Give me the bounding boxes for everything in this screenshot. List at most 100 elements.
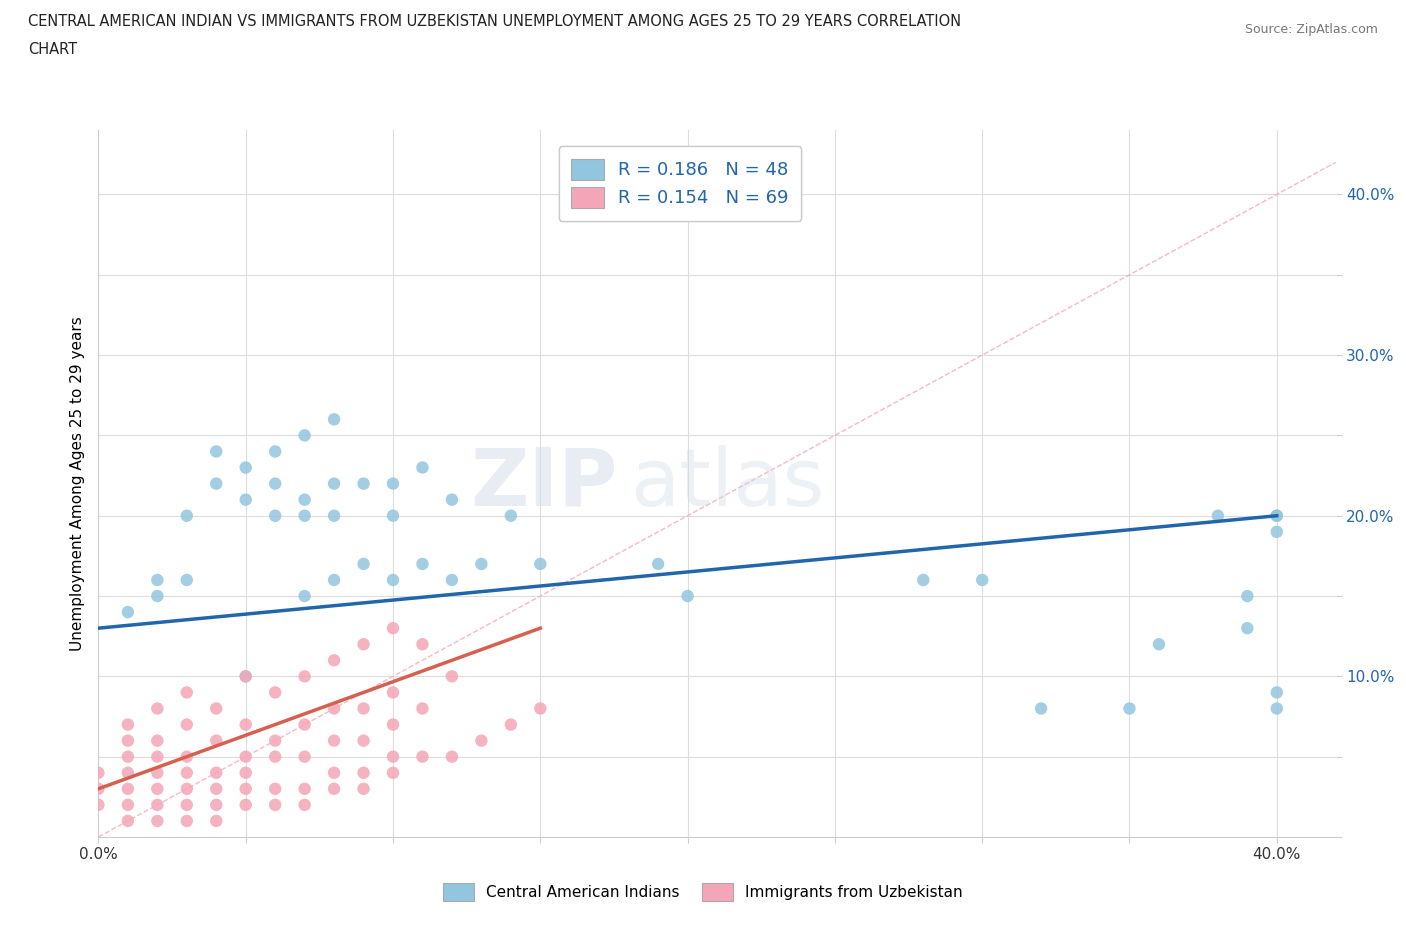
Point: [87, 765, 110, 780]
Point: [1265, 509, 1288, 524]
Point: [176, 814, 198, 829]
Legend: Central American Indians, Immigrants from Uzbekistan: Central American Indians, Immigrants fro…: [432, 871, 974, 913]
Point: [294, 428, 316, 443]
Point: [146, 814, 169, 829]
Point: [1029, 701, 1052, 716]
Point: [146, 797, 169, 812]
Point: [146, 573, 169, 588]
Point: [235, 669, 257, 684]
Point: [205, 814, 228, 829]
Text: atlas: atlas: [630, 445, 825, 523]
Point: [205, 765, 228, 780]
Point: [176, 750, 198, 764]
Point: [294, 589, 316, 604]
Point: [205, 476, 228, 491]
Point: [294, 781, 316, 796]
Point: [205, 444, 228, 458]
Point: [264, 476, 287, 491]
Point: [176, 509, 198, 524]
Point: [323, 765, 346, 780]
Point: [235, 492, 257, 507]
Point: [117, 814, 139, 829]
Point: [294, 509, 316, 524]
Point: [382, 750, 405, 764]
Point: [411, 460, 433, 475]
Point: [146, 733, 169, 748]
Text: CENTRAL AMERICAN INDIAN VS IMMIGRANTS FROM UZBEKISTAN UNEMPLOYMENT AMONG AGES 25: CENTRAL AMERICAN INDIAN VS IMMIGRANTS FR…: [28, 14, 962, 29]
Point: [294, 492, 316, 507]
Point: [353, 781, 375, 796]
Point: [1206, 509, 1229, 524]
Point: [972, 573, 994, 588]
Point: [1265, 525, 1288, 539]
Point: [176, 717, 198, 732]
Point: [470, 556, 492, 571]
Point: [323, 412, 346, 427]
Point: [411, 637, 433, 652]
Point: [117, 797, 139, 812]
Point: [264, 781, 287, 796]
Point: [146, 781, 169, 796]
Point: [264, 685, 287, 700]
Point: [440, 669, 463, 684]
Point: [235, 460, 257, 475]
Point: [647, 556, 669, 571]
Point: [176, 685, 198, 700]
Point: [912, 573, 935, 588]
Point: [382, 765, 405, 780]
Point: [499, 717, 522, 732]
Point: [676, 589, 699, 604]
Point: [1265, 685, 1288, 700]
Point: [205, 701, 228, 716]
Point: [323, 573, 346, 588]
Point: [382, 509, 405, 524]
Point: [235, 781, 257, 796]
Point: [176, 573, 198, 588]
Point: [87, 797, 110, 812]
Point: [117, 604, 139, 619]
Point: [294, 797, 316, 812]
Point: [382, 685, 405, 700]
Point: [499, 509, 522, 524]
Point: [146, 765, 169, 780]
Point: [353, 701, 375, 716]
Text: CHART: CHART: [28, 42, 77, 57]
Point: [382, 717, 405, 732]
Point: [411, 701, 433, 716]
Point: [1236, 589, 1258, 604]
Point: [323, 476, 346, 491]
Point: [382, 573, 405, 588]
Point: [235, 797, 257, 812]
Point: [117, 717, 139, 732]
Point: [353, 556, 375, 571]
Point: [470, 733, 492, 748]
Point: [205, 797, 228, 812]
Point: [1265, 701, 1288, 716]
Point: [294, 669, 316, 684]
Point: [1236, 620, 1258, 635]
Text: Source: ZipAtlas.com: Source: ZipAtlas.com: [1244, 23, 1378, 36]
Point: [353, 476, 375, 491]
Point: [411, 750, 433, 764]
Point: [117, 750, 139, 764]
Point: [264, 509, 287, 524]
Point: [235, 765, 257, 780]
Point: [323, 509, 346, 524]
Point: [1118, 701, 1140, 716]
Point: [264, 750, 287, 764]
Point: [440, 573, 463, 588]
Point: [294, 750, 316, 764]
Point: [235, 669, 257, 684]
Y-axis label: Unemployment Among Ages 25 to 29 years: Unemployment Among Ages 25 to 29 years: [69, 316, 84, 651]
Point: [1147, 637, 1170, 652]
Point: [382, 620, 405, 635]
Point: [323, 701, 346, 716]
Point: [294, 717, 316, 732]
Point: [264, 444, 287, 458]
Point: [440, 492, 463, 507]
Point: [411, 556, 433, 571]
Point: [529, 701, 551, 716]
Point: [1265, 509, 1288, 524]
Text: ZIP: ZIP: [471, 445, 619, 523]
Point: [382, 476, 405, 491]
